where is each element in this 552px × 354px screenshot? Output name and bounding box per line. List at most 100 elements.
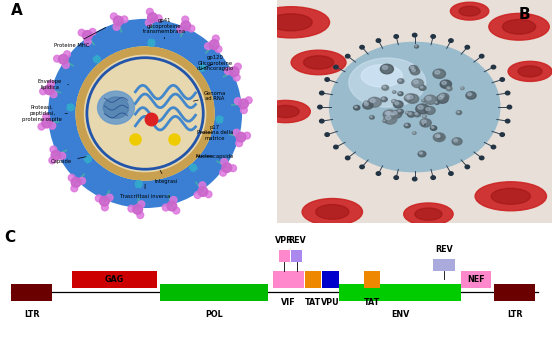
Text: LTR: LTR — [24, 310, 40, 319]
Ellipse shape — [437, 95, 448, 103]
Text: Proteasi,
peptidasi,
proteine ospite: Proteasi, peptidasi, proteine ospite — [22, 105, 67, 122]
Ellipse shape — [181, 21, 190, 31]
Ellipse shape — [404, 203, 453, 225]
Ellipse shape — [113, 16, 123, 26]
Ellipse shape — [411, 68, 420, 75]
Ellipse shape — [422, 100, 424, 101]
Text: VPR: VPR — [275, 236, 294, 245]
Ellipse shape — [233, 129, 240, 136]
Ellipse shape — [44, 85, 54, 95]
Ellipse shape — [422, 124, 424, 125]
Ellipse shape — [376, 172, 381, 175]
Ellipse shape — [506, 119, 510, 123]
Bar — [279, 250, 290, 262]
Ellipse shape — [42, 118, 51, 128]
Ellipse shape — [59, 153, 66, 159]
Ellipse shape — [507, 105, 512, 109]
Ellipse shape — [412, 33, 417, 37]
Ellipse shape — [360, 45, 364, 49]
Ellipse shape — [241, 107, 247, 114]
Ellipse shape — [415, 46, 417, 47]
Ellipse shape — [78, 29, 85, 36]
Ellipse shape — [354, 105, 360, 110]
Ellipse shape — [182, 16, 189, 23]
Ellipse shape — [465, 45, 470, 49]
Ellipse shape — [391, 110, 402, 118]
Ellipse shape — [422, 123, 425, 126]
Ellipse shape — [454, 139, 458, 142]
Text: gp41
glicoproteine
transmembrana: gp41 glicoproteine transmembrana — [143, 18, 186, 39]
Text: ENV: ENV — [391, 310, 410, 319]
Text: REV: REV — [288, 236, 306, 245]
Ellipse shape — [59, 55, 68, 64]
Text: Integrasi: Integrasi — [155, 170, 178, 184]
Ellipse shape — [238, 99, 248, 109]
Ellipse shape — [213, 35, 219, 42]
Ellipse shape — [99, 196, 109, 206]
Ellipse shape — [397, 109, 404, 114]
FancyBboxPatch shape — [277, 0, 552, 223]
Ellipse shape — [491, 188, 530, 204]
Ellipse shape — [413, 80, 418, 84]
Ellipse shape — [376, 39, 381, 42]
Ellipse shape — [133, 205, 142, 214]
Ellipse shape — [128, 205, 135, 212]
Bar — [461, 272, 491, 289]
Text: Capside: Capside — [51, 157, 86, 165]
Text: Proteine MHC: Proteine MHC — [54, 28, 106, 48]
Ellipse shape — [502, 19, 535, 34]
Text: GAG: GAG — [105, 275, 124, 285]
Ellipse shape — [243, 132, 251, 139]
Ellipse shape — [435, 70, 440, 74]
Text: Envelope
lipidica: Envelope lipidica — [38, 79, 68, 90]
Ellipse shape — [245, 97, 252, 104]
Text: POL: POL — [205, 310, 223, 319]
Ellipse shape — [447, 86, 452, 91]
Ellipse shape — [391, 114, 394, 115]
Ellipse shape — [426, 108, 430, 111]
Ellipse shape — [199, 182, 206, 189]
Bar — [433, 259, 455, 272]
Ellipse shape — [431, 126, 437, 130]
Ellipse shape — [382, 85, 389, 90]
Ellipse shape — [43, 113, 50, 120]
Ellipse shape — [457, 111, 459, 113]
Ellipse shape — [415, 113, 418, 115]
Ellipse shape — [71, 177, 81, 187]
Ellipse shape — [436, 102, 437, 103]
Ellipse shape — [236, 132, 246, 142]
Ellipse shape — [40, 88, 46, 95]
Ellipse shape — [221, 159, 227, 165]
Ellipse shape — [406, 98, 411, 101]
Ellipse shape — [146, 8, 153, 15]
Ellipse shape — [170, 196, 177, 203]
Ellipse shape — [222, 163, 232, 172]
Bar — [72, 272, 157, 289]
Ellipse shape — [480, 55, 484, 58]
Ellipse shape — [137, 212, 144, 218]
Ellipse shape — [84, 38, 91, 45]
Ellipse shape — [386, 116, 391, 120]
Ellipse shape — [418, 105, 423, 109]
Ellipse shape — [325, 78, 330, 81]
Ellipse shape — [450, 2, 489, 20]
Ellipse shape — [423, 115, 424, 116]
Ellipse shape — [230, 165, 236, 172]
Ellipse shape — [209, 40, 219, 50]
Ellipse shape — [394, 101, 403, 108]
Ellipse shape — [368, 97, 381, 107]
Ellipse shape — [381, 97, 388, 102]
Ellipse shape — [216, 116, 223, 123]
Ellipse shape — [407, 112, 415, 117]
Ellipse shape — [349, 58, 426, 107]
Bar — [11, 284, 52, 301]
Ellipse shape — [194, 192, 201, 199]
Text: C: C — [4, 230, 15, 245]
Ellipse shape — [431, 35, 436, 38]
Ellipse shape — [397, 79, 404, 84]
Text: Genoma
ad RNA: Genoma ad RNA — [193, 91, 226, 101]
Ellipse shape — [63, 51, 71, 58]
Ellipse shape — [398, 92, 403, 96]
Ellipse shape — [380, 64, 394, 74]
Ellipse shape — [361, 65, 402, 87]
